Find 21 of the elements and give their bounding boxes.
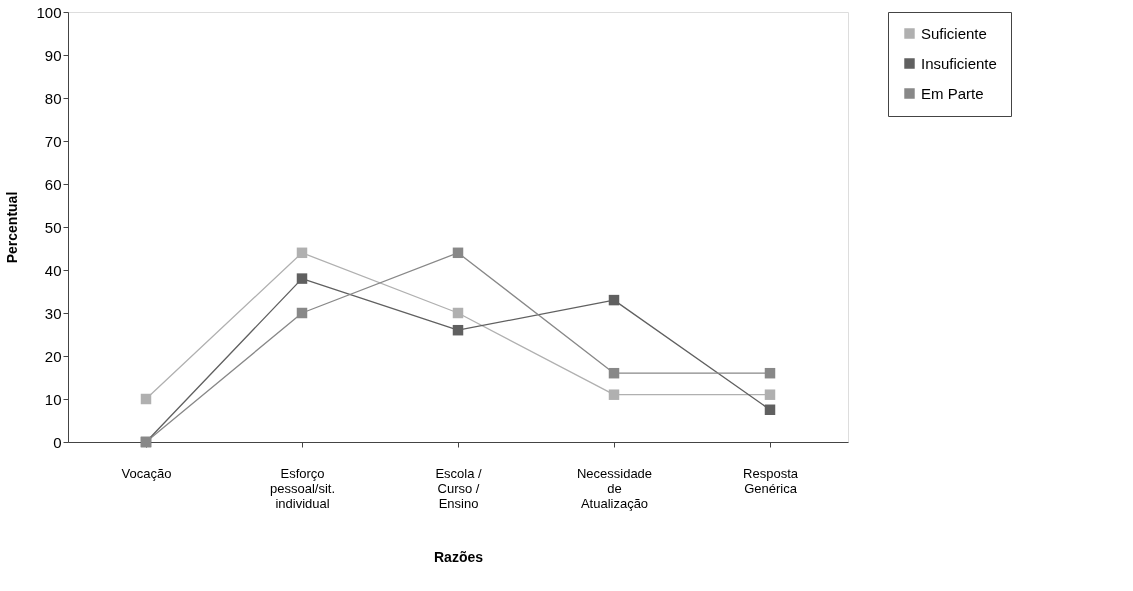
x-tick-label: Esforço pessoal/sit. individual [269,465,336,511]
x-axis-title: Razões [433,548,484,565]
legend-label: Em Parte [921,84,984,102]
y-tick-label: 50 [44,218,62,236]
x-tick-label: Resposta Genérica [743,465,799,496]
y-tick-label: 100 [36,3,62,21]
y-tick-label: 0 [53,433,62,451]
x-tick-label: Escola / Curso / Ensino [435,465,483,511]
y-tick-label: 90 [44,46,62,64]
y-tick-label: 40 [44,261,62,279]
y-tick-label: 10 [44,390,62,408]
y-tick-label: 60 [44,175,62,193]
x-tick-label: Vocação [121,465,172,481]
y-axis-title: Percentual [4,191,21,264]
y-tick-label: 80 [44,89,62,107]
x-tick-label: Necessidade de Atualização [576,465,653,511]
legend-label: Suficiente [921,24,987,42]
y-tick-label: 70 [44,132,62,150]
legend-label: Insuficiente [921,54,997,72]
y-tick-label: 20 [44,347,62,365]
y-tick-label: 30 [44,304,62,322]
